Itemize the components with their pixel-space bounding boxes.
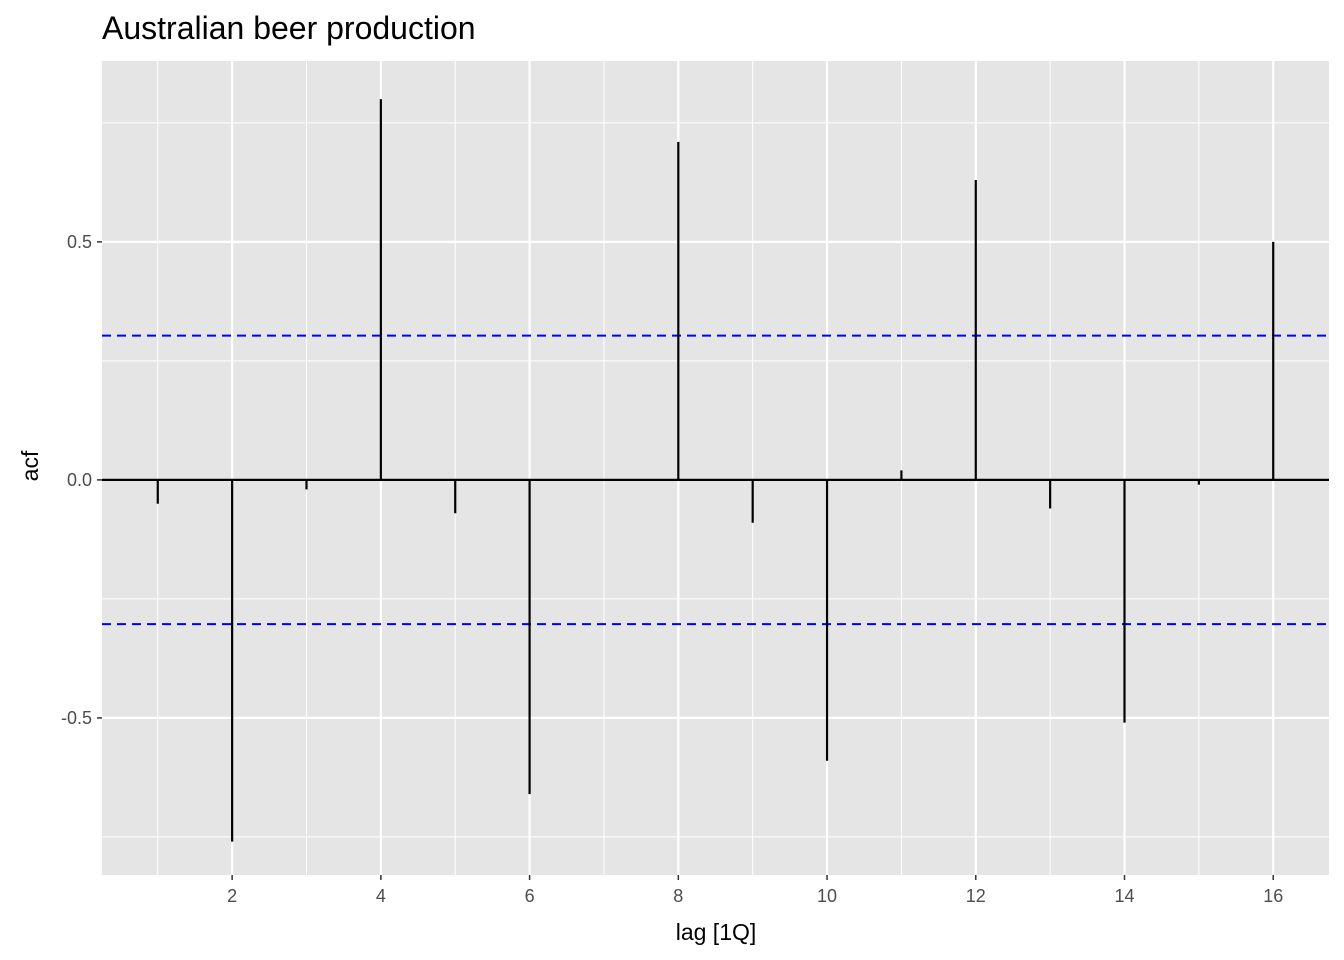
x-tick-label: 14: [1114, 886, 1134, 906]
y-axis-label: acf: [17, 450, 43, 481]
x-tick-label: 2: [227, 886, 237, 906]
x-tick-label: 8: [673, 886, 683, 906]
acf-spikes: [156, 99, 1275, 842]
x-tick-label: 6: [525, 886, 535, 906]
chart-title: Australian beer production: [102, 10, 476, 46]
x-tick-label: 4: [376, 886, 386, 906]
y-axis-ticks: -0.5 0.0 0.5: [61, 232, 102, 728]
y-tick-label: -0.5: [61, 708, 92, 728]
x-axis-ticks: 2 4 6 8 10 12 14 16: [227, 875, 1283, 906]
x-tick-label: 16: [1263, 886, 1283, 906]
plot-panel: [102, 61, 1329, 875]
x-tick-label: 12: [966, 886, 986, 906]
x-axis-label: lag [1Q]: [676, 919, 757, 945]
y-tick-label: 0.0: [67, 470, 92, 490]
y-tick-label: 0.5: [67, 232, 92, 252]
x-tick-label: 10: [817, 886, 837, 906]
